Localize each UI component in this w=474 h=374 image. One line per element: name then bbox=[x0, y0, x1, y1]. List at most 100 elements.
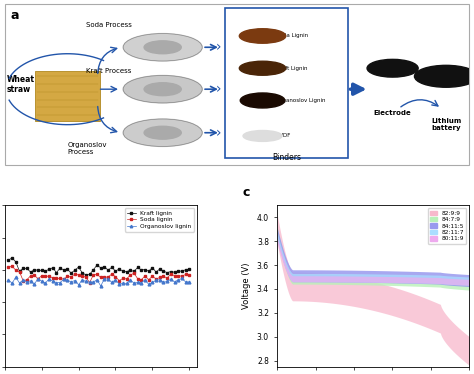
Kraft lignin bbox=[83, 273, 89, 277]
Organoslov lignin bbox=[98, 284, 103, 288]
Text: Electrode: Electrode bbox=[374, 110, 411, 116]
Soda lignin bbox=[35, 276, 41, 281]
Organoslov lignin bbox=[168, 277, 173, 281]
Organoslov lignin bbox=[13, 275, 18, 279]
Soda lignin bbox=[28, 274, 34, 278]
Kraft lignin bbox=[172, 270, 177, 275]
Organoslov lignin bbox=[24, 279, 30, 284]
Kraft lignin bbox=[87, 272, 92, 277]
Organoslov lignin bbox=[50, 279, 55, 283]
Soda lignin bbox=[135, 276, 140, 281]
Soda lignin bbox=[83, 275, 89, 279]
Soda lignin bbox=[91, 273, 96, 277]
Kraft lignin bbox=[179, 269, 185, 273]
Ellipse shape bbox=[240, 93, 285, 108]
Kraft lignin bbox=[76, 265, 82, 269]
Kraft lignin bbox=[80, 271, 85, 275]
Organoslov lignin bbox=[35, 277, 41, 281]
Kraft lignin bbox=[98, 266, 103, 270]
Soda lignin bbox=[175, 273, 181, 278]
Soda lignin bbox=[20, 279, 26, 283]
Organoslov lignin bbox=[146, 282, 152, 286]
Text: Lithium
battery: Lithium battery bbox=[431, 118, 461, 131]
Organoslov lignin bbox=[142, 278, 148, 282]
Organoslov lignin bbox=[179, 276, 185, 280]
Kraft lignin bbox=[20, 266, 26, 271]
Soda lignin bbox=[46, 274, 52, 279]
Soda lignin bbox=[120, 276, 126, 281]
Text: ›: › bbox=[216, 40, 222, 54]
Kraft lignin bbox=[168, 269, 173, 274]
Kraft lignin bbox=[61, 268, 67, 272]
Kraft lignin bbox=[94, 263, 100, 267]
Text: Kraft Process: Kraft Process bbox=[86, 68, 131, 74]
Kraft lignin bbox=[68, 271, 74, 275]
Circle shape bbox=[123, 119, 202, 147]
Text: Organoslov Lignin: Organoslov Lignin bbox=[276, 98, 326, 103]
Organoslov lignin bbox=[175, 278, 181, 282]
Kraft lignin bbox=[109, 265, 115, 270]
Kraft lignin bbox=[24, 266, 30, 271]
Text: PVDF: PVDF bbox=[276, 134, 291, 138]
Soda lignin bbox=[183, 272, 189, 277]
Kraft lignin bbox=[72, 268, 78, 272]
Kraft lignin bbox=[113, 269, 118, 273]
Circle shape bbox=[414, 65, 474, 87]
Kraft lignin bbox=[157, 267, 163, 271]
Text: ›: › bbox=[216, 82, 222, 96]
Kraft lignin bbox=[105, 268, 111, 272]
Circle shape bbox=[144, 41, 181, 54]
Legend: 82:9:9, 84:7:9, 84:11:5, 82:11:7, 80:11:9: 82:9:9, 84:7:9, 84:11:5, 82:11:7, 80:11:… bbox=[428, 208, 466, 244]
Line: Organoslov lignin: Organoslov lignin bbox=[7, 276, 191, 287]
Kraft lignin bbox=[164, 270, 170, 275]
Kraft lignin bbox=[43, 269, 48, 273]
Organoslov lignin bbox=[186, 280, 192, 284]
Circle shape bbox=[144, 126, 181, 139]
Kraft lignin bbox=[13, 260, 18, 264]
Soda lignin bbox=[113, 275, 118, 279]
Kraft lignin bbox=[6, 258, 11, 262]
Organoslov lignin bbox=[120, 281, 126, 285]
Organoslov lignin bbox=[157, 278, 163, 282]
Soda lignin bbox=[142, 274, 148, 278]
Kraft lignin bbox=[54, 270, 59, 275]
Line: Soda lignin: Soda lignin bbox=[7, 265, 191, 284]
Organoslov lignin bbox=[28, 279, 34, 283]
Circle shape bbox=[144, 83, 181, 96]
Organoslov lignin bbox=[164, 279, 170, 283]
Soda lignin bbox=[146, 278, 152, 282]
Organoslov lignin bbox=[94, 278, 100, 282]
Text: a: a bbox=[10, 9, 19, 22]
Kraft lignin bbox=[57, 266, 63, 270]
Organoslov lignin bbox=[39, 279, 45, 283]
Text: c: c bbox=[243, 186, 250, 199]
Soda lignin bbox=[39, 274, 45, 278]
Soda lignin bbox=[131, 271, 137, 275]
Soda lignin bbox=[172, 273, 177, 278]
Text: Organoslov
Process: Organoslov Process bbox=[67, 142, 107, 155]
Kraft lignin bbox=[124, 269, 129, 274]
Organoslov lignin bbox=[124, 281, 129, 286]
Kraft lignin bbox=[183, 267, 189, 272]
Kraft lignin bbox=[153, 270, 159, 274]
FancyBboxPatch shape bbox=[226, 8, 348, 158]
FancyBboxPatch shape bbox=[5, 4, 469, 165]
Line: Kraft lignin: Kraft lignin bbox=[7, 257, 191, 276]
Soda lignin bbox=[153, 277, 159, 281]
Organoslov lignin bbox=[138, 280, 144, 285]
Soda lignin bbox=[64, 274, 70, 279]
Text: Wheat
straw: Wheat straw bbox=[7, 75, 35, 94]
Circle shape bbox=[123, 76, 202, 103]
Kraft lignin bbox=[46, 267, 52, 272]
Soda lignin bbox=[50, 276, 55, 280]
Organoslov lignin bbox=[161, 280, 166, 285]
Soda lignin bbox=[80, 274, 85, 278]
Organoslov lignin bbox=[31, 282, 37, 286]
Soda lignin bbox=[186, 272, 192, 277]
Organoslov lignin bbox=[64, 278, 70, 282]
Ellipse shape bbox=[239, 29, 286, 43]
Text: Soda Lignin: Soda Lignin bbox=[276, 34, 309, 39]
Kraft lignin bbox=[28, 270, 34, 274]
Kraft lignin bbox=[138, 268, 144, 272]
Organoslov lignin bbox=[43, 281, 48, 285]
